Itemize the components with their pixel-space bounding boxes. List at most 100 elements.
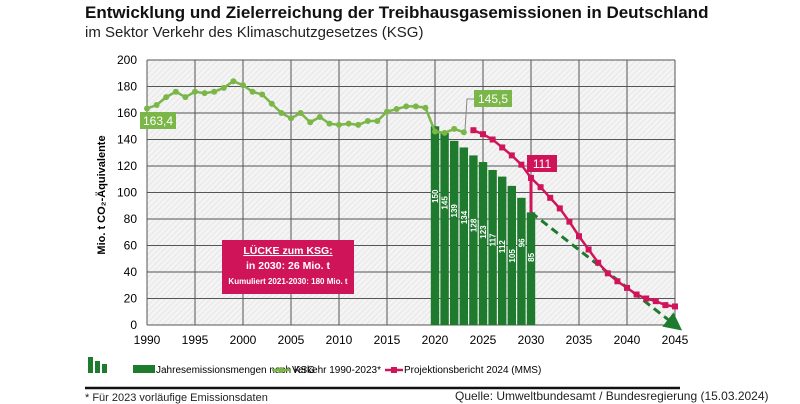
data-point <box>345 120 352 127</box>
data-point <box>556 205 563 212</box>
data-point <box>576 233 582 240</box>
data-point <box>384 108 390 115</box>
data-point <box>240 82 246 89</box>
proj2030-label: 111 <box>533 157 552 171</box>
data-point <box>460 129 467 136</box>
legend-logo-icon <box>95 361 100 373</box>
data-point <box>652 298 659 305</box>
gap-line2: in 2030: 26 Mio. t <box>246 260 331 272</box>
bar <box>440 132 449 325</box>
y-tick-label: 0 <box>130 318 137 332</box>
bar <box>498 176 507 325</box>
data-point <box>355 121 362 128</box>
data-point <box>614 278 621 285</box>
y-tick-label: 140 <box>117 133 137 147</box>
bar <box>488 169 497 325</box>
data-point <box>192 88 198 95</box>
proj2030-label-box <box>527 155 557 172</box>
data-point <box>211 88 218 95</box>
data-point <box>259 91 266 98</box>
data-point <box>163 94 170 101</box>
series-line <box>472 129 676 308</box>
y-tick-label: 40 <box>124 265 138 279</box>
data-point <box>518 161 525 168</box>
data-point <box>249 88 256 95</box>
data-point <box>499 144 506 151</box>
legend-verkehr: Verkehr 1990-2023* <box>292 365 381 376</box>
leader-line <box>464 98 474 131</box>
data-point <box>336 121 342 128</box>
data-point <box>585 246 592 253</box>
y-axis-label: Mio. t CO₂-Äquivalente <box>95 135 108 254</box>
y-tick-label: 200 <box>117 53 137 67</box>
bar <box>517 197 526 325</box>
legend-logo-icon <box>102 364 107 373</box>
x-tick-label: 2030 <box>518 333 545 347</box>
data-point <box>441 129 448 136</box>
y-tick-label: 100 <box>117 186 137 200</box>
bar-label: 85 <box>527 252 536 261</box>
series-line <box>146 79 465 135</box>
data-point <box>268 100 275 107</box>
data-point <box>547 194 554 201</box>
legend-bars: Jahresemissionsmengen nach KSG <box>156 365 315 376</box>
chart-subtitle: im Sektor Verkehr des Klimaschutzgesetze… <box>85 24 424 41</box>
data-point <box>470 127 477 134</box>
bar-label: 105 <box>508 249 517 263</box>
data-point <box>374 117 381 124</box>
start-label-box <box>140 112 176 129</box>
bar-label: 134 <box>460 210 469 224</box>
data-point <box>278 110 285 116</box>
x-tick-label: 2010 <box>326 333 353 347</box>
data-point <box>201 90 208 97</box>
data-point <box>528 174 534 181</box>
data-point <box>451 125 458 132</box>
bar <box>526 212 536 325</box>
data-point <box>508 152 515 159</box>
bar-label: 117 <box>489 233 498 246</box>
y-tick-label: 80 <box>124 212 138 226</box>
data-point <box>230 78 237 85</box>
data-point <box>489 136 496 143</box>
legend-marker <box>278 367 284 373</box>
gap-line1: LÜCKE zum KSG: <box>243 244 332 257</box>
x-tick-label: 2045 <box>662 333 689 347</box>
bar <box>459 147 468 325</box>
x-tick-label: 2035 <box>566 333 593 347</box>
start-label: 163,4 <box>143 114 173 128</box>
bar-label: 145 <box>441 196 450 210</box>
bar <box>469 155 478 325</box>
x-tick-label: 2005 <box>278 333 305 347</box>
end-label-box <box>474 90 512 107</box>
data-point <box>144 105 150 112</box>
data-point <box>633 291 640 298</box>
legend-logo-icon <box>88 357 93 373</box>
end-label: 145,5 <box>478 92 508 106</box>
legend-swatch-bars <box>133 365 155 373</box>
data-point <box>326 120 333 127</box>
data-point <box>172 88 179 95</box>
data-point <box>537 184 544 191</box>
y-tick-label: 160 <box>117 106 137 120</box>
data-point <box>624 284 630 291</box>
gap-box <box>222 240 354 294</box>
data-point <box>566 218 573 225</box>
bar <box>450 140 459 325</box>
data-point <box>220 84 227 91</box>
x-tick-label: 2015 <box>374 333 401 347</box>
x-tick-label: 2020 <box>422 333 449 347</box>
gap-line3: Kumuliert 2021-2030: 180 Mio. t <box>228 277 347 286</box>
data-point <box>672 303 678 310</box>
data-point <box>288 115 294 122</box>
data-point <box>307 119 314 126</box>
bar <box>507 185 516 325</box>
data-point <box>316 113 323 120</box>
data-point <box>662 302 669 309</box>
data-point <box>182 94 189 101</box>
data-point <box>643 295 650 302</box>
bar-label: 112 <box>498 240 507 253</box>
data-point <box>153 102 160 109</box>
data-point <box>403 103 410 110</box>
source: Quelle: Umweltbundesamt / Bundesregierun… <box>455 389 769 403</box>
bar-label: 96 <box>517 238 526 247</box>
